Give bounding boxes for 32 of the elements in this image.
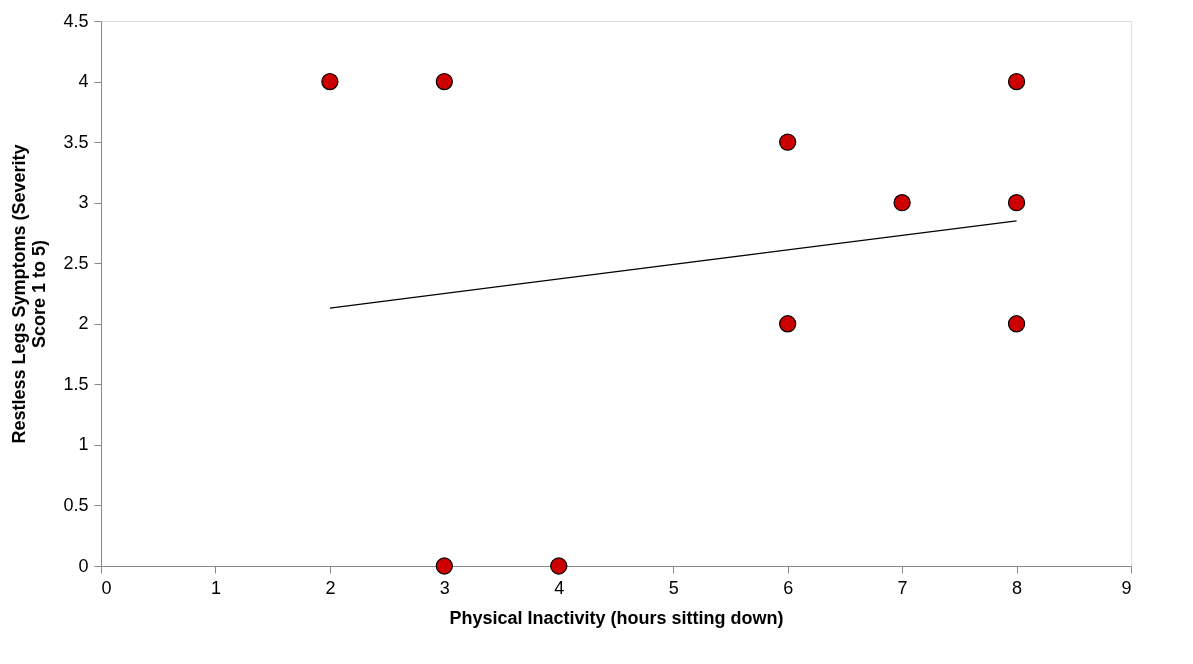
point: [779, 315, 797, 333]
y-tick-label: 3.5: [63, 131, 89, 152]
point: [435, 557, 453, 575]
x-tick-label: 1: [210, 577, 221, 598]
x-tick-label: 4: [554, 577, 565, 598]
y-tick-label: 1.5: [63, 373, 89, 394]
y-tick-label: 2: [78, 313, 89, 334]
y-tick-label: 1: [78, 434, 89, 455]
y-axis-title: Restless Legs Symptoms (Severity Score 1 to 5): [9, 144, 50, 444]
x-tick-label: 3: [439, 577, 450, 598]
x-tick-label: 0: [101, 577, 112, 598]
x-tick-label: 5: [668, 577, 679, 598]
x-tick-label: 7: [897, 577, 908, 598]
y-tick-label: 0: [78, 555, 89, 576]
x-tick-label: 6: [783, 577, 794, 598]
point: [779, 133, 797, 151]
x-tick-label: 9: [1121, 577, 1132, 598]
point: [1007, 315, 1026, 333]
y-tick-label: 3: [78, 192, 89, 213]
point: [435, 72, 453, 91]
y-tick-label: 2.5: [63, 252, 89, 273]
point: [321, 72, 339, 91]
point: [1007, 72, 1026, 91]
point: [893, 194, 911, 212]
y-tick-label: 4.5: [63, 10, 89, 31]
x-axis-title: Physical Inactivity (hours sitting down): [449, 607, 784, 628]
point: [550, 557, 568, 575]
x-tick-label: 2: [325, 577, 336, 598]
y-tick-label: 0.5: [63, 494, 89, 515]
y-tick-label: 4: [78, 71, 89, 92]
x-tick-label: 8: [1012, 577, 1023, 598]
point: [1007, 194, 1026, 212]
